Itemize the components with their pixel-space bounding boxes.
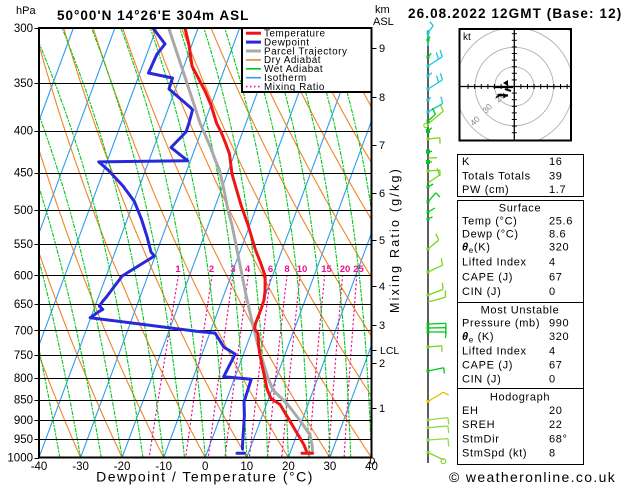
svg-text:1: 1 xyxy=(379,403,385,415)
svg-text:Mixing Ratio: Mixing Ratio xyxy=(264,82,325,93)
svg-text:4: 4 xyxy=(549,257,556,269)
svg-text:StmDir: StmDir xyxy=(462,434,500,446)
svg-text:800: 800 xyxy=(14,373,33,385)
svg-text:7: 7 xyxy=(379,140,385,152)
svg-text:9: 9 xyxy=(379,43,385,55)
svg-text:8: 8 xyxy=(284,264,289,275)
svg-text:θe(K): θe(K) xyxy=(462,242,491,256)
svg-text:20: 20 xyxy=(340,264,351,275)
svg-text:Lifted Index: Lifted Index xyxy=(462,257,527,269)
svg-text:6: 6 xyxy=(379,188,385,200)
svg-text:30: 30 xyxy=(324,461,337,473)
svg-text:8.6: 8.6 xyxy=(549,229,566,241)
svg-text:hPa: hPa xyxy=(16,5,36,17)
svg-text:39: 39 xyxy=(549,171,563,183)
svg-text:400: 400 xyxy=(14,126,33,138)
svg-text:850: 850 xyxy=(14,395,33,407)
svg-text:8: 8 xyxy=(549,448,556,460)
svg-text:LCL: LCL xyxy=(380,345,399,357)
svg-text:320: 320 xyxy=(549,331,569,343)
svg-text:SREH: SREH xyxy=(462,419,495,431)
svg-text:CAPE (J): CAPE (J) xyxy=(462,272,513,284)
svg-text:2: 2 xyxy=(209,264,214,275)
svg-text:Surface: Surface xyxy=(499,203,541,215)
svg-text:950: 950 xyxy=(14,434,33,446)
svg-text:CIN (J): CIN (J) xyxy=(462,374,501,386)
svg-text:Most Unstable: Most Unstable xyxy=(481,305,560,317)
svg-text:67: 67 xyxy=(549,272,563,284)
svg-text:K: K xyxy=(462,156,470,168)
svg-text:Pressure (mb): Pressure (mb) xyxy=(462,318,540,330)
svg-text:PW (cm): PW (cm) xyxy=(462,184,509,196)
svg-text:CAPE (J): CAPE (J) xyxy=(462,360,513,372)
svg-text:Hodograph: Hodograph xyxy=(490,392,550,404)
svg-text:1.7: 1.7 xyxy=(549,184,566,196)
svg-text:50°00'N 14°26'E 304m ASL: 50°00'N 14°26'E 304m ASL xyxy=(57,8,249,23)
svg-text:25.6: 25.6 xyxy=(549,216,573,228)
svg-text:450: 450 xyxy=(14,168,33,180)
svg-text:1000: 1000 xyxy=(7,453,33,465)
svg-text:Mixing Ratio (g/kg): Mixing Ratio (g/kg) xyxy=(388,167,402,313)
svg-text:0: 0 xyxy=(370,456,376,468)
svg-text:8: 8 xyxy=(379,92,385,104)
svg-text:16: 16 xyxy=(549,156,563,168)
svg-text:500: 500 xyxy=(14,205,33,217)
svg-text:Temp (°C): Temp (°C) xyxy=(462,216,517,228)
svg-text:5: 5 xyxy=(379,235,385,247)
svg-text:68°: 68° xyxy=(549,434,568,446)
svg-text:990: 990 xyxy=(549,318,569,330)
svg-text:StmSpd (kt): StmSpd (kt) xyxy=(462,448,527,460)
svg-text:EH: EH xyxy=(462,405,479,417)
svg-text:15: 15 xyxy=(321,264,332,275)
svg-text:3: 3 xyxy=(379,320,385,332)
svg-text:550: 550 xyxy=(14,239,33,251)
svg-text:Totals Totals: Totals Totals xyxy=(462,171,531,183)
svg-text:22: 22 xyxy=(549,419,563,431)
svg-text:3: 3 xyxy=(230,264,235,275)
svg-text:300: 300 xyxy=(14,23,33,35)
svg-text:26.08.2022 12GMT (Base: 12): 26.08.2022 12GMT (Base: 12) xyxy=(408,6,622,21)
svg-text:ASL: ASL xyxy=(373,16,394,28)
svg-text:10: 10 xyxy=(297,264,308,275)
svg-text:2: 2 xyxy=(379,358,385,370)
svg-text:0: 0 xyxy=(549,286,556,298)
svg-text:900: 900 xyxy=(14,415,33,427)
svg-text:kt: kt xyxy=(463,32,471,43)
svg-text:-30: -30 xyxy=(72,461,89,473)
svg-text:6: 6 xyxy=(268,264,273,275)
svg-text:700: 700 xyxy=(14,325,33,337)
svg-text:320: 320 xyxy=(549,242,569,254)
svg-text:Dewp (°C): Dewp (°C) xyxy=(462,229,519,241)
svg-text:750: 750 xyxy=(14,350,33,362)
svg-text:20: 20 xyxy=(549,405,563,417)
svg-text:km: km xyxy=(375,4,390,16)
svg-text:1: 1 xyxy=(175,264,181,275)
svg-text:67: 67 xyxy=(549,360,563,372)
svg-text:25: 25 xyxy=(353,264,364,275)
svg-text:4: 4 xyxy=(379,281,385,293)
svg-text:4: 4 xyxy=(549,346,556,358)
svg-text:CIN (J): CIN (J) xyxy=(462,286,501,298)
svg-text:Dewpoint / Temperature (°C): Dewpoint / Temperature (°C) xyxy=(96,469,314,485)
svg-text:© weatheronline.co.uk: © weatheronline.co.uk xyxy=(449,469,616,485)
svg-text:Lifted Index: Lifted Index xyxy=(462,346,527,358)
svg-text:350: 350 xyxy=(14,78,33,90)
svg-text:4: 4 xyxy=(245,264,251,275)
svg-text:-40: -40 xyxy=(31,461,48,473)
svg-text:600: 600 xyxy=(14,270,33,282)
svg-text:0: 0 xyxy=(549,374,556,386)
svg-text:θe (K): θe (K) xyxy=(462,331,494,345)
svg-text:650: 650 xyxy=(14,299,33,311)
